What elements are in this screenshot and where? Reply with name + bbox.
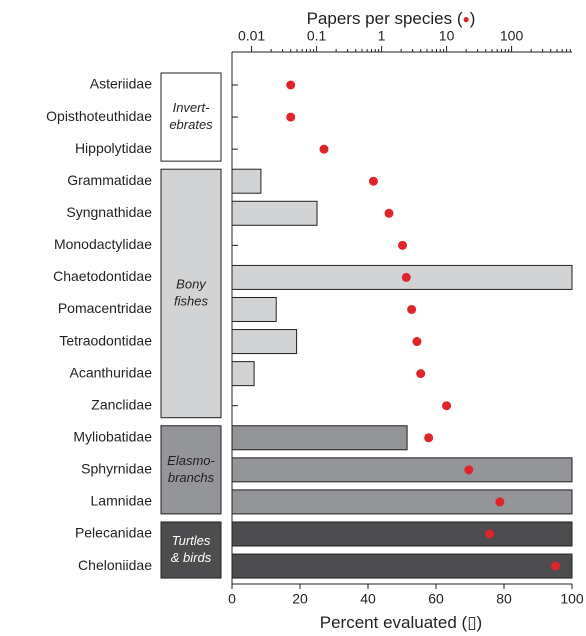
- y-tick-label: Grammatidae: [67, 172, 152, 188]
- bar: [231, 457, 573, 483]
- dot: [424, 433, 434, 443]
- bar: [231, 489, 573, 515]
- y-tick-label: Acanthuridae: [69, 364, 152, 380]
- x-tick-label: 0: [228, 591, 236, 607]
- x-label-symbol: ▯: [467, 613, 476, 632]
- group-label: ebrates: [169, 117, 213, 132]
- group-box: [160, 72, 222, 162]
- dot: [384, 208, 394, 218]
- x-tick-label: 60: [428, 591, 444, 607]
- group-box: [160, 168, 222, 419]
- x2-label-text: ): [470, 9, 476, 28]
- bar: [231, 425, 408, 451]
- y-tick-label: Pelecanidae: [75, 525, 152, 541]
- x2-tick-label: 1: [378, 28, 386, 44]
- x-tick-label: 20: [292, 591, 308, 607]
- group-label: Invert-: [173, 100, 211, 115]
- dot: [485, 529, 495, 539]
- bar: [231, 329, 298, 355]
- y-tick-label: Syngnathidae: [66, 204, 152, 220]
- group-label: Elasmo-: [167, 453, 215, 468]
- x-label-text: ): [477, 613, 483, 632]
- x-tick-label: 40: [360, 591, 376, 607]
- x2-axis-label: Papers per species (●): [307, 9, 476, 28]
- x2-label-symbol: ●: [462, 12, 469, 26]
- x-label-text: Percent evaluated (: [320, 613, 468, 632]
- bar: [231, 296, 277, 322]
- y-tick-label: Lamnidae: [91, 493, 153, 509]
- x2-tick-label: 100: [500, 28, 524, 44]
- x2-tick-label: 10: [439, 28, 455, 44]
- x2-tick-label: 0.1: [307, 28, 327, 44]
- dot: [416, 369, 426, 379]
- group-label: & birds: [171, 550, 212, 565]
- dot: [442, 401, 452, 411]
- y-tick-label: Opisthoteuthidae: [46, 108, 152, 124]
- group-label: branchs: [168, 470, 215, 485]
- y-tick-label: Hippolytidae: [75, 140, 152, 156]
- y-tick-label: Asteriidae: [90, 76, 152, 92]
- x-tick-label: 100: [560, 591, 584, 607]
- dot: [319, 144, 329, 154]
- y-tick-label: Tetraodontidae: [59, 332, 152, 348]
- bar: [231, 361, 255, 387]
- dot: [412, 337, 422, 347]
- dot: [495, 497, 505, 507]
- group-box: [160, 425, 222, 515]
- x-axis-label: Percent evaluated (▯): [320, 613, 482, 632]
- x-tick-label: 80: [496, 591, 512, 607]
- dot: [286, 112, 296, 122]
- x2-label-text: Papers per species (: [307, 9, 463, 28]
- bar: [231, 168, 262, 194]
- group-box: [160, 521, 222, 579]
- y-tick-label: Zanclidae: [91, 396, 152, 412]
- dot: [401, 272, 411, 282]
- dot: [464, 465, 474, 475]
- dot: [407, 304, 417, 314]
- y-tick-label: Cheloniidae: [78, 557, 152, 573]
- y-tick-label: Monodactylidae: [54, 236, 152, 252]
- y-tick-label: Sphyrnidae: [81, 461, 152, 477]
- x2-tick-label: 0.01: [238, 28, 265, 44]
- bar: [231, 553, 573, 579]
- y-tick-label: Myliobatidae: [73, 428, 152, 444]
- group-label: Turtles: [172, 533, 211, 548]
- y-tick-label: Chaetodontidae: [53, 268, 152, 284]
- group-label: Bony: [176, 276, 207, 291]
- dot: [551, 561, 561, 571]
- dot: [286, 80, 296, 90]
- bar: [231, 521, 573, 547]
- bar: [231, 200, 318, 226]
- dot: [398, 240, 408, 250]
- y-tick-label: Pomacentridae: [58, 300, 152, 316]
- group-label: fishes: [174, 293, 208, 308]
- dot: [368, 176, 378, 186]
